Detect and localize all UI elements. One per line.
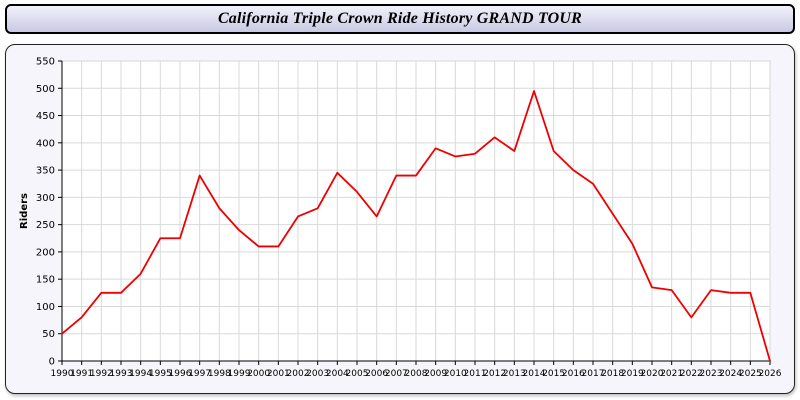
svg-text:0: 0 — [49, 357, 55, 368]
svg-text:2019: 2019 — [621, 369, 644, 379]
svg-text:150: 150 — [36, 275, 55, 286]
svg-text:2020: 2020 — [641, 369, 664, 379]
svg-text:2026: 2026 — [759, 369, 782, 379]
svg-text:2004: 2004 — [326, 369, 349, 379]
svg-text:2024: 2024 — [719, 369, 742, 379]
svg-text:2013: 2013 — [503, 369, 526, 379]
svg-text:2000: 2000 — [247, 369, 270, 379]
svg-text:300: 300 — [36, 193, 55, 204]
svg-text:1993: 1993 — [110, 369, 133, 379]
svg-text:200: 200 — [36, 247, 55, 258]
svg-text:2015: 2015 — [542, 369, 565, 379]
svg-text:Riders: Riders — [19, 193, 30, 229]
chart-panel: 0 50 100 150 200 250 300 350 400 450 500 550 1990 199… — [5, 44, 795, 394]
svg-text:2021: 2021 — [660, 369, 683, 379]
svg-text:1991: 1991 — [70, 369, 93, 379]
svg-text:2022: 2022 — [680, 369, 703, 379]
svg-text:1998: 1998 — [208, 369, 231, 379]
line-chart: 0501001502002503003504004505005501990199… — [19, 57, 782, 380]
svg-text:2018: 2018 — [601, 369, 624, 379]
svg-text:2010: 2010 — [444, 369, 467, 379]
svg-text:1999: 1999 — [228, 369, 251, 379]
svg-text:350: 350 — [36, 166, 55, 177]
svg-text:2016: 2016 — [562, 369, 585, 379]
svg-text:1994: 1994 — [129, 369, 152, 379]
svg-text:2012: 2012 — [483, 369, 506, 379]
svg-text:2008: 2008 — [405, 369, 428, 379]
svg-text:250: 250 — [36, 220, 55, 231]
chart-title-bar: California Triple Crown Ride History GRA… — [5, 4, 795, 34]
svg-text:1992: 1992 — [90, 369, 113, 379]
svg-text:400: 400 — [36, 138, 55, 149]
svg-text:2014: 2014 — [523, 369, 546, 379]
svg-text:2023: 2023 — [700, 369, 723, 379]
svg-text:2017: 2017 — [582, 369, 605, 379]
svg-text:2006: 2006 — [365, 369, 388, 379]
svg-text:100: 100 — [36, 302, 55, 313]
svg-text:2005: 2005 — [346, 369, 369, 379]
svg-text:450: 450 — [36, 111, 55, 122]
svg-text:1996: 1996 — [169, 369, 192, 379]
svg-text:50: 50 — [42, 329, 55, 340]
svg-text:1990: 1990 — [51, 369, 74, 379]
svg-text:2009: 2009 — [424, 369, 447, 379]
svg-text:550: 550 — [36, 57, 55, 68]
svg-text:2007: 2007 — [385, 369, 408, 379]
svg-text:2003: 2003 — [306, 369, 329, 379]
svg-text:1997: 1997 — [188, 369, 211, 379]
svg-text:1995: 1995 — [149, 369, 172, 379]
svg-text:2025: 2025 — [739, 369, 762, 379]
svg-text:2011: 2011 — [464, 369, 487, 379]
svg-text:500: 500 — [36, 84, 55, 95]
svg-text:2002: 2002 — [287, 369, 310, 379]
chart-title: California Triple Crown Ride History GRA… — [217, 10, 583, 27]
svg-text:2001: 2001 — [267, 369, 290, 379]
